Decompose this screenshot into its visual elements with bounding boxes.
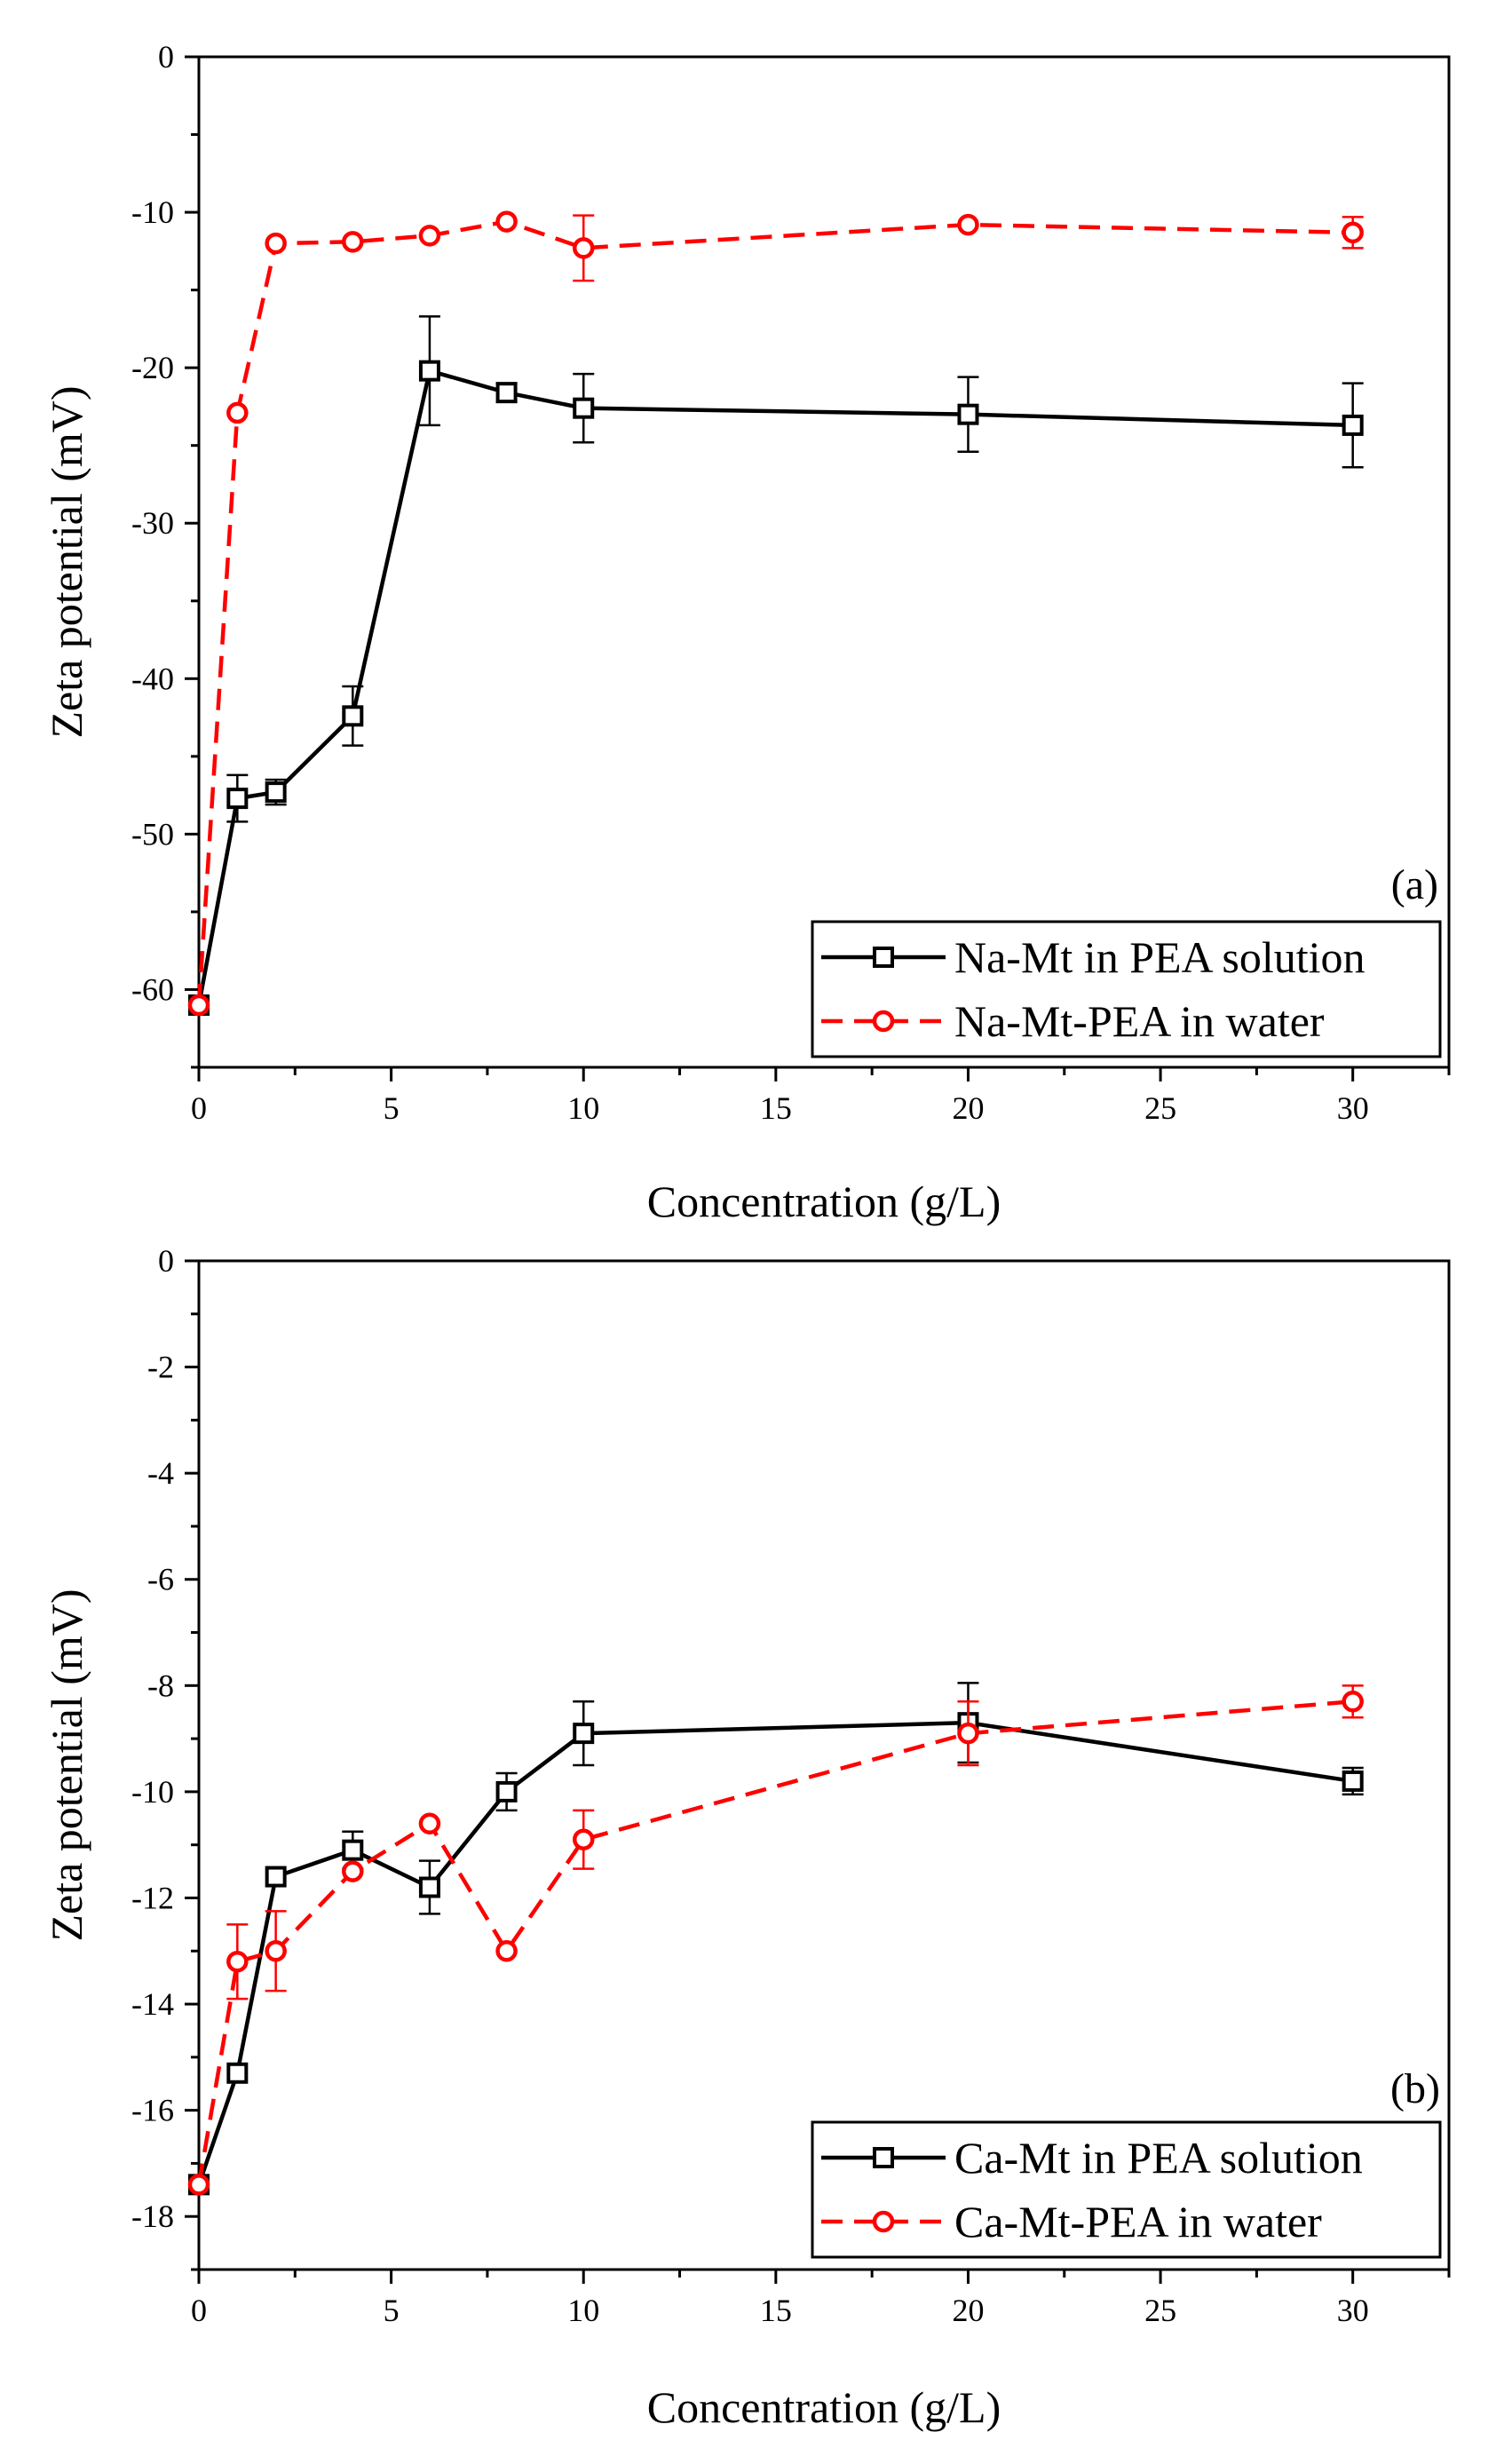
x-axis-title: Concentration (g/L) [647, 1177, 1001, 1226]
data-point [265, 1940, 287, 1962]
data-point [265, 232, 287, 255]
data-point [1342, 221, 1364, 244]
y-tick-label: -10 [131, 194, 174, 230]
data-point [226, 788, 249, 810]
data-point [226, 2062, 249, 2084]
series-line [196, 219, 1353, 1006]
data-point [226, 1950, 249, 1973]
legend-label: Ca-Mt in PEA solution [954, 2133, 1363, 2183]
legend-item: Na-Mt in PEA solution [821, 932, 1365, 982]
legend-label: Ca-Mt-PEA in water [954, 2197, 1322, 2246]
data-point [957, 1722, 979, 1745]
y-tick-label: -14 [131, 1986, 174, 2022]
data-point [265, 1866, 287, 1888]
x-tick-label: 5 [384, 2293, 400, 2328]
data-point [495, 210, 518, 233]
x-tick-label: 20 [952, 1090, 984, 1126]
data-point [572, 237, 595, 259]
y-tick-label: 0 [158, 1243, 174, 1279]
data-point [342, 1860, 364, 1882]
y-axis-title: Zeta potential (mV) [42, 385, 91, 738]
y-tick-label: -10 [131, 1774, 174, 1810]
data-point [957, 213, 979, 236]
data-point [1342, 414, 1364, 436]
legend-item: Na-Mt-PEA in water [821, 996, 1325, 1046]
plot-frame [197, 1259, 1451, 2271]
y-tick-label: -12 [131, 1880, 174, 1915]
y-tick-label: -60 [131, 971, 174, 1007]
chart-panel-a: 0 5 10 15 20 25 30 0 -10 -20 -30 -40 -50 -60 Concentra… [42, 39, 1451, 1226]
legend-item: Ca-Mt in PEA solution [821, 2133, 1363, 2183]
series-line [196, 1699, 1353, 2185]
y-tick-label: -30 [131, 505, 174, 541]
legend-label: Na-Mt in PEA solution [954, 932, 1365, 982]
data-point [573, 397, 595, 419]
x-tick-label: 20 [952, 2293, 984, 2328]
data-point [495, 382, 518, 404]
x-tick-label: 25 [1144, 1090, 1176, 1126]
data-point [572, 1828, 595, 1850]
series-2 [187, 1684, 1364, 2196]
legend-item: Ca-Mt-PEA in water [821, 2197, 1322, 2246]
plot-frame [197, 55, 1451, 1069]
x-axis-title: Concentration (g/L) [647, 2382, 1001, 2432]
x-tick-label: 0 [191, 1090, 207, 1126]
data-point [342, 705, 364, 727]
y-tick-label: -50 [131, 816, 174, 852]
panel-label: (a) [1391, 861, 1438, 908]
legend-box [811, 2120, 1442, 2259]
data-point [495, 1940, 518, 1962]
data-point [342, 1839, 364, 1861]
series-2 [187, 210, 1364, 1017]
legend: Ca-Mt in PEA solution Ca-Mt-PEA in water [811, 2120, 1442, 2259]
x-tick-label: 10 [567, 2293, 599, 2328]
y-axis-title: Zeta potential (mV) [42, 1589, 91, 1941]
data-point [187, 994, 210, 1017]
legend-marker [872, 1010, 895, 1033]
legend-marker [873, 2147, 894, 2168]
data-point [957, 403, 979, 425]
x-tick-label: 0 [191, 2293, 207, 2328]
y-tick-label: -4 [147, 1455, 174, 1491]
series-1 [188, 315, 1364, 1016]
data-point [573, 1723, 595, 1745]
x-tick-label: 30 [1337, 1090, 1369, 1126]
data-point [1342, 1770, 1364, 1792]
legend: Na-Mt in PEA solution Na-Mt-PEA in water [811, 920, 1442, 1058]
x-tick-label: 25 [1144, 2293, 1176, 2328]
series-line [196, 1720, 1354, 2186]
x-tick-label: 30 [1337, 2293, 1369, 2328]
data-point [226, 401, 249, 424]
x-tick-label: 5 [384, 1090, 400, 1126]
panel-label: (b) [1390, 2065, 1440, 2112]
series-line [196, 368, 1353, 1006]
data-point [1342, 1691, 1364, 1713]
legend-label: Na-Mt-PEA in water [954, 996, 1325, 1046]
y-tick-label: -18 [131, 2199, 174, 2234]
y-tick-label: -16 [131, 2093, 174, 2128]
x-tick-label: 10 [567, 1090, 599, 1126]
data-point [265, 781, 287, 804]
data-point [187, 2174, 210, 2196]
data-point [342, 231, 364, 253]
y-tick-label: -8 [147, 1668, 174, 1703]
y-tick-label: -6 [147, 1562, 174, 1597]
data-point [495, 1780, 518, 1802]
y-tick-label: 0 [158, 39, 174, 75]
legend-marker [873, 947, 894, 968]
x-tick-label: 15 [760, 2293, 792, 2328]
data-point [418, 225, 441, 247]
series-1 [188, 1682, 1364, 2196]
data-point [418, 360, 440, 382]
x-tick-label: 15 [760, 1090, 792, 1126]
y-tick-label: -40 [131, 661, 174, 696]
data-point [418, 1876, 440, 1898]
chart-panel-b: 0 5 10 15 20 25 30 0 -2 -4 -6 -8 -10 -12 -14 -16 -18 Conc… [42, 1243, 1451, 2432]
legend-box [811, 920, 1442, 1058]
data-point [418, 1812, 441, 1835]
legend-marker [872, 2210, 895, 2233]
y-tick-label: -2 [147, 1350, 174, 1385]
y-tick-label: -20 [131, 350, 174, 385]
